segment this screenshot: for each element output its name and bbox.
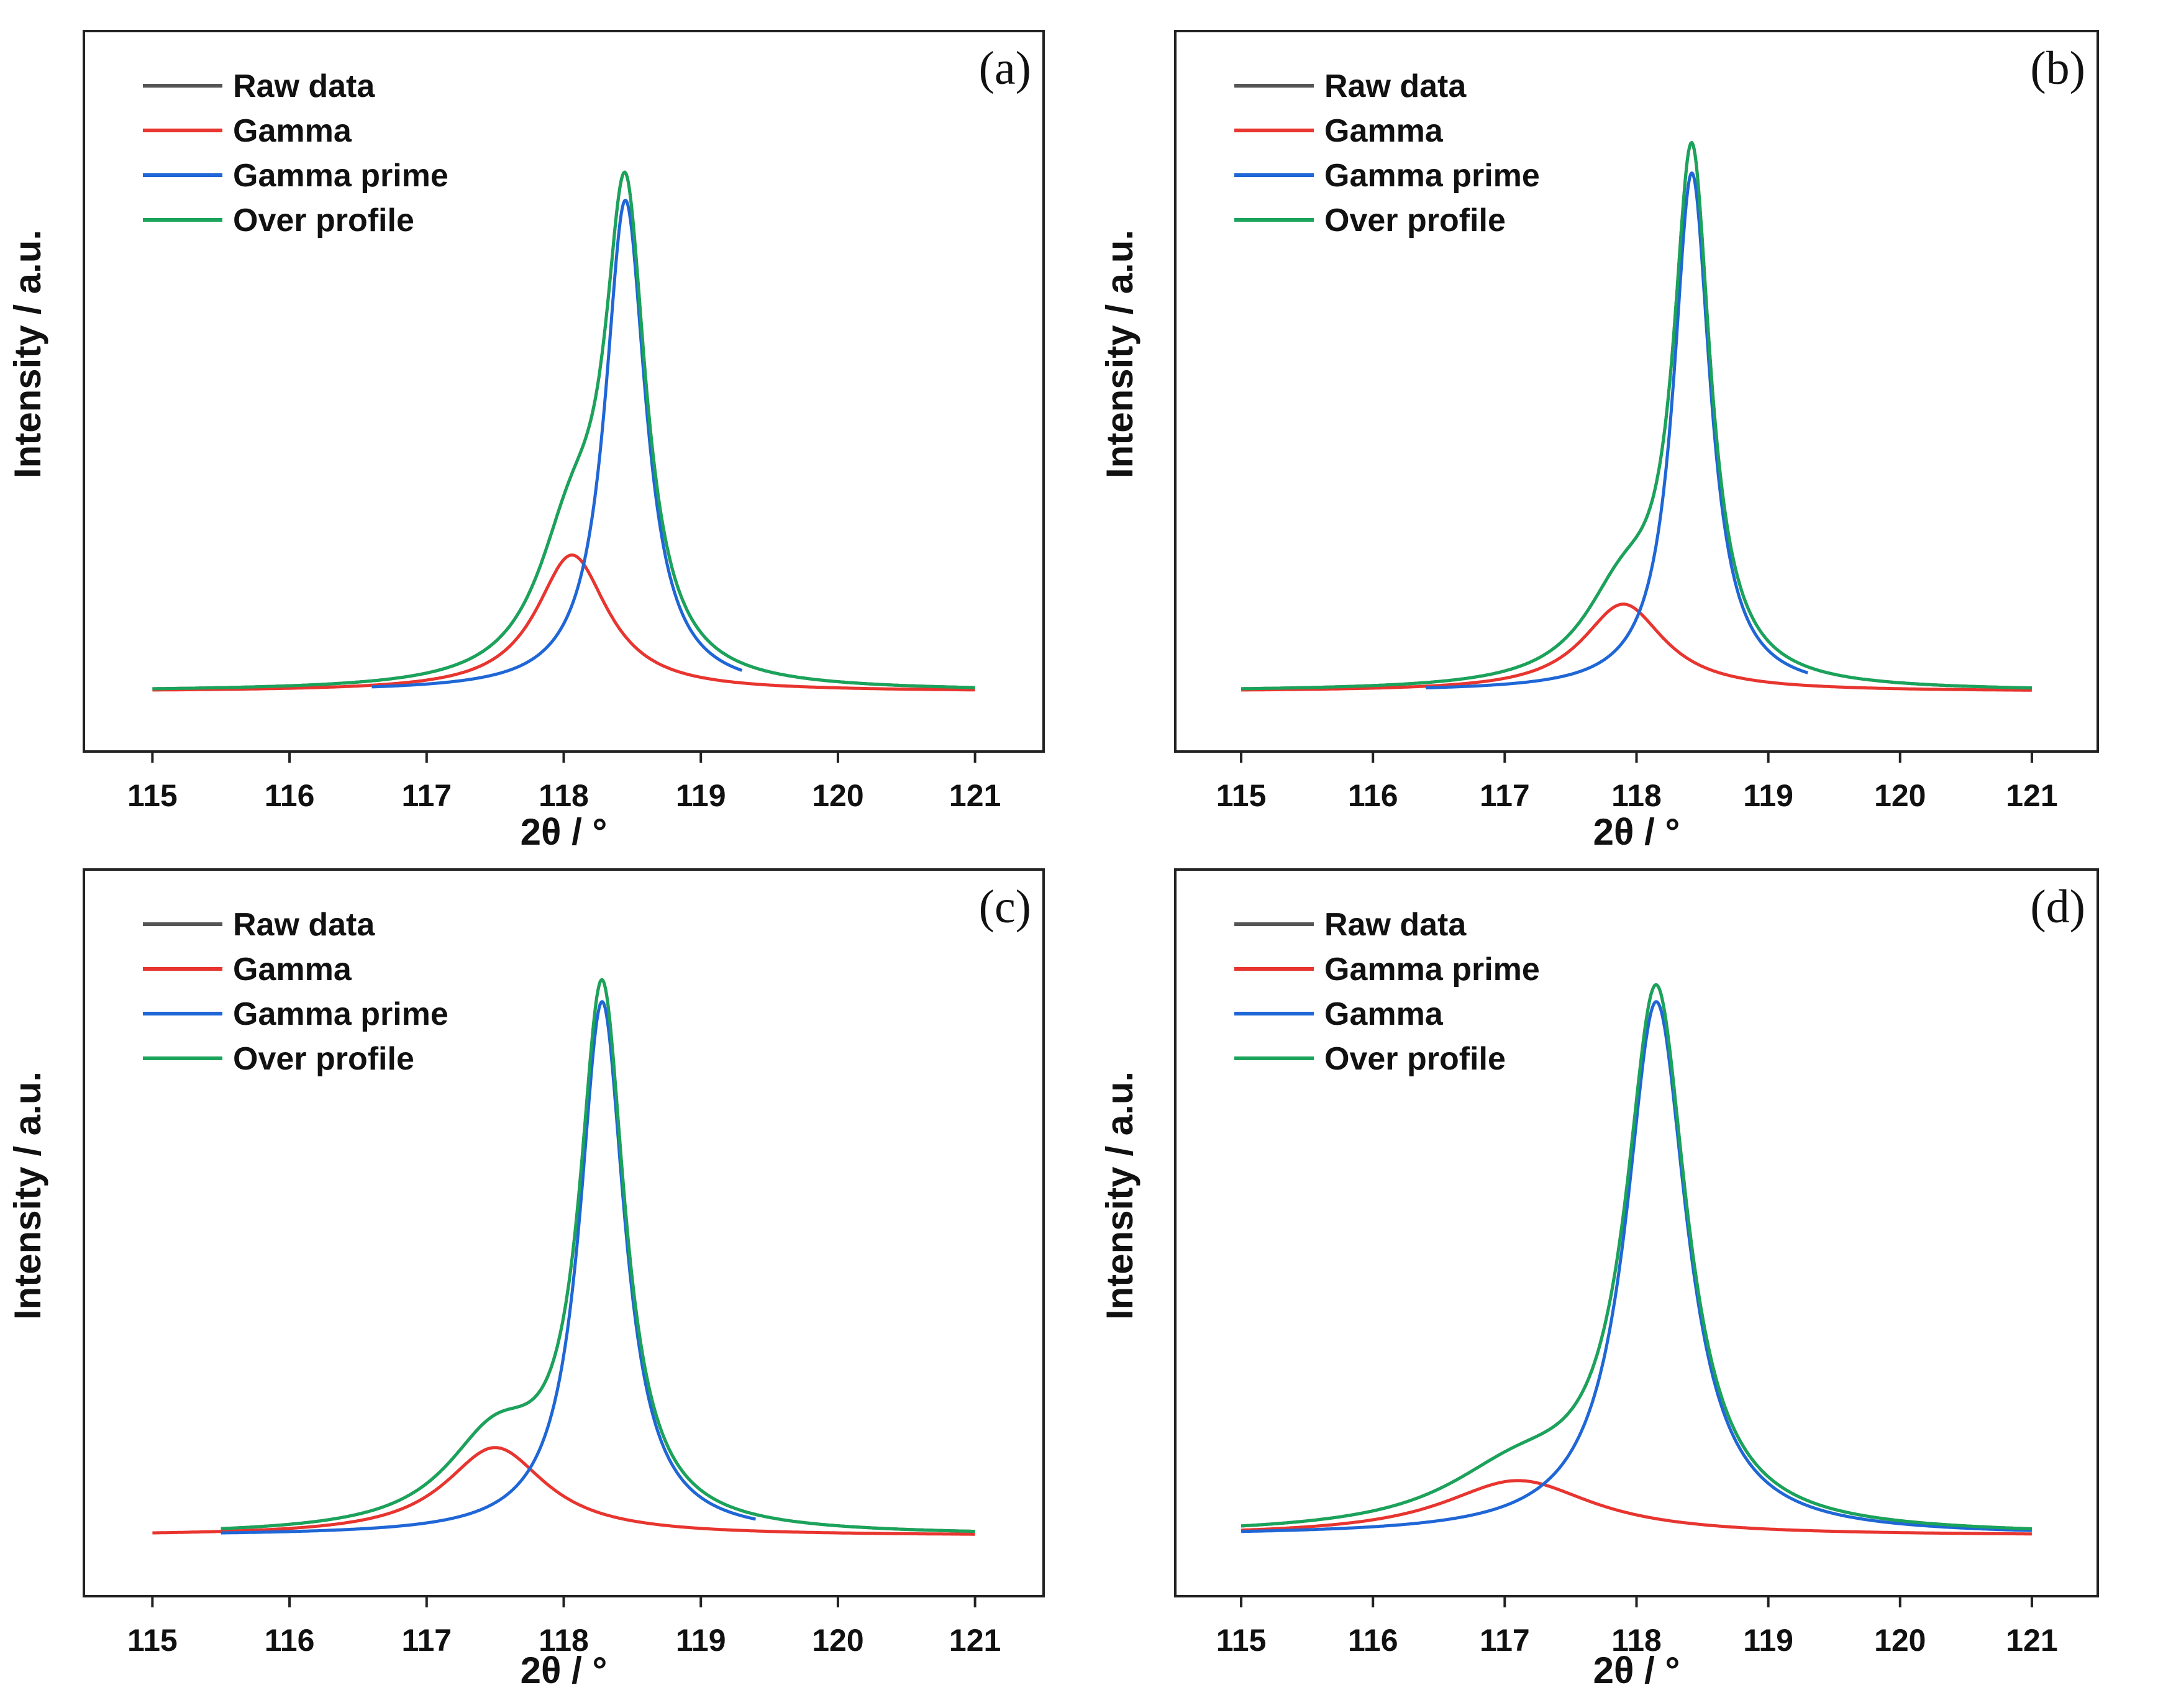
legend-label: Gamma prime <box>1324 158 1540 194</box>
legend-label: Raw data <box>233 68 375 104</box>
x-tick-label: 121 <box>2006 778 2057 813</box>
legend-label: Over profile <box>233 202 414 238</box>
x-tick-label: 119 <box>1743 1623 1793 1658</box>
panel-label: (d) <box>2030 881 2085 933</box>
legend-label: Gamma prime <box>1324 952 1540 988</box>
x-tick-label: 115 <box>127 1623 178 1658</box>
legend-label: Gamma prime <box>233 996 448 1032</box>
x-tick-label: 117 <box>401 778 452 813</box>
x-tick-label: 120 <box>812 778 863 813</box>
x-tick-label: 118 <box>1611 778 1662 813</box>
x-tick-label: 116 <box>265 778 315 813</box>
y-axis-label: Intensity / a.u. <box>7 230 48 478</box>
series-line-gamma-prime <box>1424 171 1809 689</box>
series-line-gamma <box>152 1446 976 1536</box>
legend-label: Over profile <box>1324 202 1506 238</box>
chart-panel-1: 115 116 117 118 119 120 121 Raw data Gamma Gamma … <box>7 30 1045 853</box>
x-tick-label: 121 <box>949 778 1001 813</box>
y-axis-label: Intensity / a.u. <box>1099 230 1140 478</box>
x-tick-label: 117 <box>1480 1623 1530 1658</box>
legend-label: Over profile <box>1324 1041 1506 1077</box>
legend-label: Gamma <box>1324 113 1444 149</box>
plot-frame <box>83 868 1045 1597</box>
panel-label: (b) <box>2030 42 2085 94</box>
series-line-gamma-prime <box>370 199 744 689</box>
x-tick-label: 120 <box>812 1623 863 1658</box>
x-tick-label: 119 <box>676 778 726 813</box>
x-tick-label: 117 <box>401 1623 452 1658</box>
series-line-over-profile <box>1241 141 2033 691</box>
x-tick-label: 117 <box>1480 778 1530 813</box>
series-line-gamma <box>152 553 976 692</box>
y-axis-label: Intensity / a.u. <box>1099 1071 1140 1320</box>
series-line-gamma-prime <box>220 1000 757 1535</box>
legend-label: Gamma <box>1324 996 1444 1032</box>
series-line-gamma-prime <box>1241 1479 2033 1536</box>
chart-panel-4: 115 116 117 118 119 120 121 Raw data Gamma prime… <box>1099 868 2099 1691</box>
x-axis-label: 2θ / ° <box>1593 811 1680 853</box>
series-line-gamma <box>1241 602 2033 692</box>
x-tick-label: 121 <box>949 1623 1001 1658</box>
x-tick-label: 118 <box>539 778 589 813</box>
x-tick-label: 121 <box>2006 1623 2057 1658</box>
panel-label: (c) <box>979 881 1031 933</box>
x-tick-label: 116 <box>265 1623 315 1658</box>
legend-label: Raw data <box>1324 68 1467 104</box>
x-tick-label: 119 <box>1743 778 1793 813</box>
plot-frame <box>1174 868 2099 1597</box>
x-tick-label: 115 <box>1216 778 1267 813</box>
legend-label: Over profile <box>233 1041 414 1077</box>
series-line-over-profile <box>1241 983 2033 1530</box>
x-axis-label: 2θ / ° <box>521 811 608 853</box>
plot-frame <box>1174 30 2099 753</box>
x-axis-label: 2θ / ° <box>1593 1650 1680 1691</box>
x-tick-label: 118 <box>1611 1623 1662 1658</box>
legend-label: Raw data <box>233 907 375 943</box>
series-line-over-profile <box>220 978 976 1533</box>
x-tick-label: 119 <box>676 1623 726 1658</box>
x-tick-label: 116 <box>1348 778 1398 813</box>
legend-label: Gamma <box>233 952 352 988</box>
legend-label: Gamma prime <box>233 158 448 194</box>
series-line-gamma <box>1241 1000 2033 1533</box>
x-tick-label: 120 <box>1874 778 1926 813</box>
series-line-raw-data <box>152 170 976 691</box>
panel-label: (a) <box>979 42 1031 94</box>
x-tick-label: 120 <box>1874 1623 1926 1658</box>
series-line-over-profile <box>152 170 976 691</box>
legend-label: Gamma <box>233 113 352 149</box>
x-tick-label: 115 <box>127 778 178 813</box>
chart-panel-2: 115 116 117 118 119 120 121 Raw data Gamma Gamma … <box>1099 30 2099 853</box>
y-axis-label: Intensity / a.u. <box>7 1071 48 1320</box>
x-axis-label: 2θ / ° <box>521 1650 608 1691</box>
plot-frame <box>83 30 1045 753</box>
x-tick-label: 118 <box>539 1623 589 1658</box>
chart-panel-3: 115 116 117 118 119 120 121 Raw data Gamma Gamma … <box>7 868 1045 1691</box>
legend-label: Raw data <box>1324 907 1467 943</box>
x-tick-label: 115 <box>1216 1623 1267 1658</box>
x-tick-label: 116 <box>1348 1623 1398 1658</box>
